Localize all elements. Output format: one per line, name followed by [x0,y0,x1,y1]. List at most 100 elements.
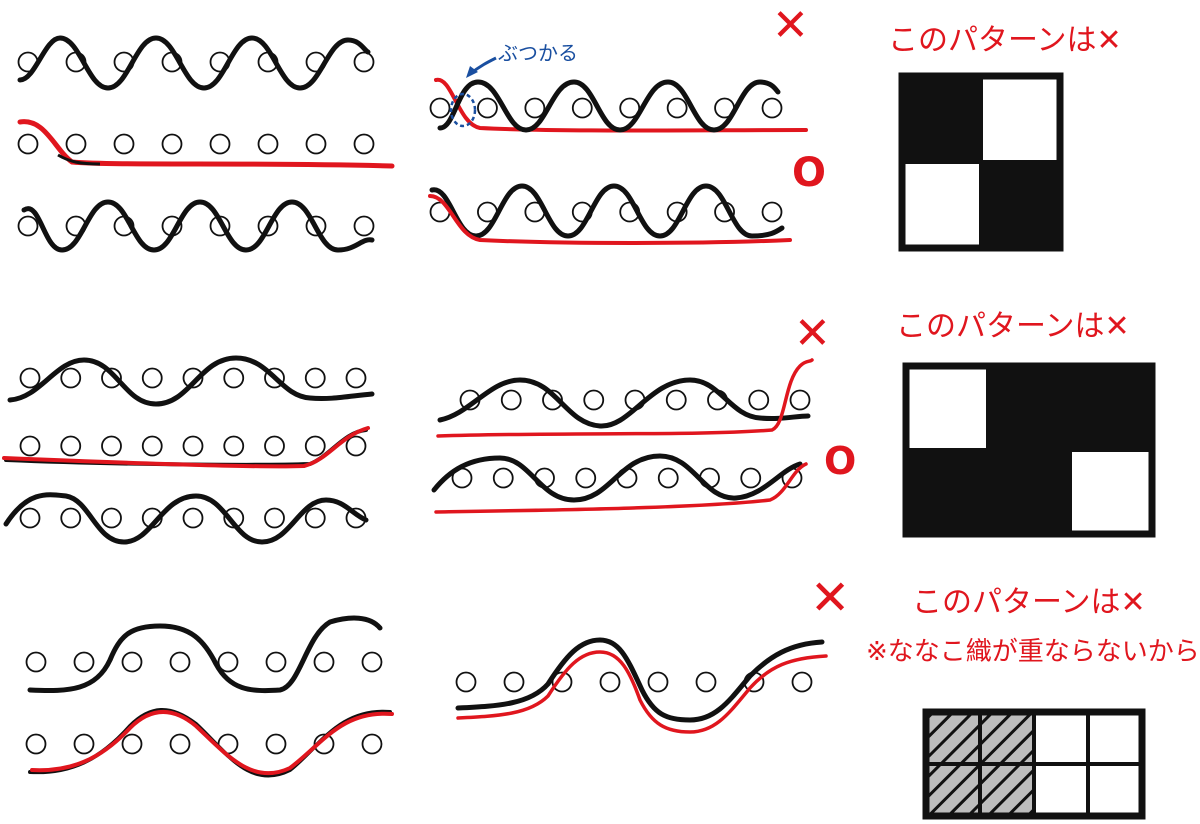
warp-circle [305,133,327,155]
warp-circle [257,133,279,155]
row2-ok-mark: O [824,439,856,483]
warp-circle [429,97,451,119]
grid-cell-empty [1032,710,1090,766]
warp-circle [17,215,39,237]
warp-circle [583,389,605,411]
row1-ng-mark: ✕ [772,0,809,51]
grid-cell-empty [979,74,1062,164]
warp-circle [265,733,287,755]
row2-left-thread-top [7,355,375,407]
row1-left-thread-top [17,35,371,91]
warp-circle [101,507,122,529]
warp-circle [345,367,367,389]
warp-circle [169,733,191,755]
warp-circle [666,97,688,119]
warp-circle [65,133,87,155]
row1-left-thread-bottom [21,199,375,253]
warp-circle [524,97,546,119]
warp-circle [791,671,813,693]
warp-circle [551,671,573,693]
grid-cell-filled [979,160,1062,250]
warp-circle [217,651,239,673]
warp-circle [19,507,41,529]
warp-circle [361,733,383,755]
grid-cell-empty [1068,448,1154,536]
row2-mid-thread-black-2 [431,453,803,503]
row1-mid-circles-a [429,97,783,119]
grid-cell-filled [978,710,1036,766]
pattern-label-1: このパターンは✕ [888,23,1122,58]
warp-circle [500,389,522,411]
row2-mid-thread-black [437,377,811,429]
warp-circle [141,367,163,389]
warp-circle [345,435,367,457]
warp-circle [455,671,477,693]
pattern-label-3: このパターンは✕ [912,585,1146,620]
grid-cell-empty [1086,710,1144,766]
row1-middle-weave: ぶつかる [428,41,808,245]
warp-circle [223,367,245,389]
warp-circle [304,367,326,389]
warp-circle [265,651,287,673]
warp-circle [19,367,41,389]
warp-circle [761,201,783,223]
warp-circle [304,435,326,457]
grid-cell-filled [924,762,982,818]
grid-cell-filled [978,762,1036,818]
warp-circle [264,435,285,457]
row1-mid-thread-black [437,79,781,133]
warp-circle [575,467,597,489]
warp-circle [169,651,191,673]
row2-mid-circles-a [459,389,811,411]
row2-left-circles-c [19,507,367,529]
warp-circle [353,215,375,237]
grid-cell-empty [1086,762,1144,818]
row3-middle-weave [455,637,828,734]
warp-circle [73,651,95,673]
row3-left-circles-b [25,733,383,755]
warp-circle [353,133,375,155]
warp-circle [182,435,204,457]
grid-cell-filled [986,364,1072,452]
warp-circle [182,367,204,389]
warp-circle [141,435,163,457]
grid-border [902,362,1156,538]
warp-circle [17,133,39,155]
warp-circle [789,389,811,411]
warp-circle [361,651,383,673]
warp-circle [665,389,687,411]
warp-circle [182,507,204,529]
warp-circle [161,133,183,155]
row2-left-circles-a [19,367,367,389]
grid-cell-empty [900,160,983,250]
warp-circle [571,97,593,119]
warp-circle [209,133,231,155]
warp-circle [60,435,82,457]
grid-cell-filled [1068,364,1154,452]
warp-circle [113,133,135,155]
warp-circle [748,389,770,411]
warp-circle [19,435,41,457]
warp-circle [73,733,95,755]
warp-circle [25,651,47,673]
row3-mid-thread-black [455,637,825,723]
row3-mid-thread-red [456,650,828,734]
row2-left-thread-red [2,426,370,469]
warp-circle [60,367,82,389]
row3-left-thread-top [27,615,383,694]
row2-mid-thread-red-2 [434,462,808,514]
collision-label: ぶつかる [498,41,578,65]
warp-circle [477,97,498,119]
warp-circle [101,367,122,389]
pattern-label-2: このパターンは✕ [896,309,1130,344]
warp-circle [619,97,641,119]
warp-circle [503,671,525,693]
row1-mid-thread-red-2 [428,194,792,245]
grid-cell-filled [900,74,983,164]
warp-circle [492,467,514,489]
warp-circle [121,733,143,755]
grid-3 [922,708,1146,820]
row3-left-circles-a [25,651,383,673]
warp-circle [657,467,679,489]
